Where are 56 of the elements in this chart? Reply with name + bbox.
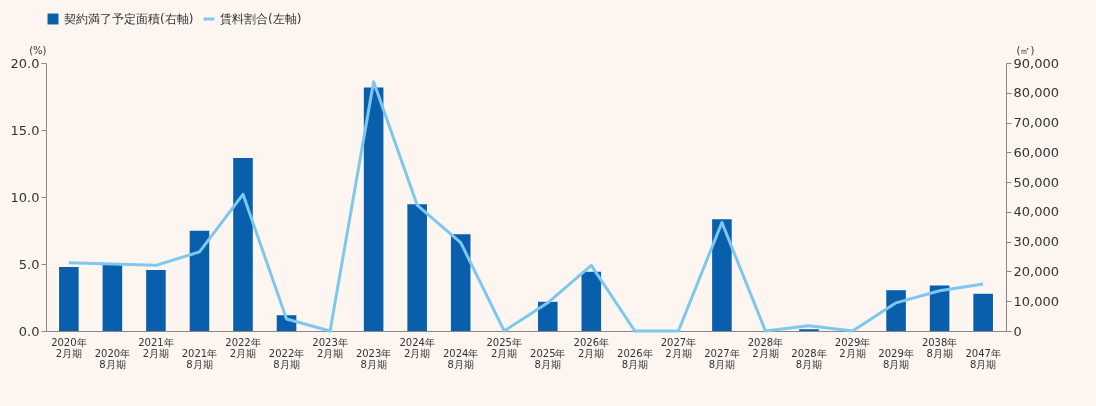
y-tick-label: 10.0	[10, 189, 40, 205]
y2-tick-label: 80,000	[1013, 85, 1059, 101]
bar	[537, 301, 558, 331]
bar	[233, 157, 253, 331]
line-series	[67, 80, 985, 333]
bar	[712, 219, 732, 331]
bar	[189, 230, 210, 331]
x-tick-label: 2020年8月期	[94, 347, 131, 370]
x-tick-label: 2025年2月期	[486, 336, 522, 359]
x-tick-label: 2023年2月期	[312, 336, 348, 359]
bar	[973, 293, 993, 331]
x-tick-label: 2023年8月期	[355, 347, 392, 370]
x-tick-label: 2029年8月期	[878, 347, 914, 370]
x-tick-label: 2038年8月期	[921, 336, 958, 359]
x-tick-label: 2029年2月期	[834, 336, 871, 359]
y-tick-label: 15.0	[10, 122, 40, 138]
y2-axis-title: (㎡)	[1016, 44, 1035, 56]
y-tick-label: 20.0	[10, 55, 40, 71]
legend-label: 賃料割合(左軸)	[220, 12, 302, 26]
x-tick-label: 2022年2月期	[225, 336, 261, 359]
bar	[929, 285, 950, 331]
x-tick-label: 2021年8月期	[181, 347, 218, 370]
x-tick-label: 2026年8月期	[617, 347, 653, 370]
y2-tick-label: 90,000	[1013, 55, 1059, 71]
bar	[146, 269, 166, 331]
bar	[102, 264, 123, 331]
y2-tick-label: 20,000	[1013, 263, 1059, 279]
bar	[886, 290, 906, 331]
bar	[581, 271, 602, 331]
x-tick-label: 2027年2月期	[660, 336, 697, 359]
y-tick-label: 5.0	[18, 256, 40, 272]
x-tick-label: 2028年8月期	[791, 347, 827, 370]
x-tick-label: 2025年8月期	[530, 347, 566, 370]
bar	[450, 234, 471, 331]
bar	[59, 266, 79, 331]
x-tick-label: 2026年2月期	[573, 336, 610, 359]
y2-tick-label: 10,000	[1013, 293, 1059, 309]
legend-label: 契約満了予定面積(右軸)	[64, 12, 194, 26]
y2-tick-label: 70,000	[1013, 115, 1059, 131]
y2-tick-label: 50,000	[1013, 174, 1059, 190]
x-tick-label: 2020年2月期	[51, 336, 87, 359]
bar	[407, 204, 427, 331]
y2-tick-label: 0	[1013, 323, 1022, 339]
x-tick-label: 2028年2月期	[747, 336, 784, 359]
x-tick-label: 2024年8月期	[442, 347, 479, 370]
x-tick-label: 2047年8月期	[965, 347, 1001, 370]
y-tick-label: 0.0	[18, 323, 40, 339]
y2-tick-label: 40,000	[1013, 204, 1059, 220]
x-tick-label: 2027年8月期	[704, 347, 740, 370]
x-tick-label: 2022年8月期	[268, 347, 305, 370]
bar	[363, 87, 384, 331]
x-tick-label: 2024年2月期	[399, 336, 435, 359]
x-tick-label: 2021年2月期	[138, 336, 174, 359]
y-axis-title: (%)	[29, 44, 47, 56]
y2-tick-label: 60,000	[1013, 144, 1059, 160]
y2-tick-label: 30,000	[1013, 234, 1059, 250]
